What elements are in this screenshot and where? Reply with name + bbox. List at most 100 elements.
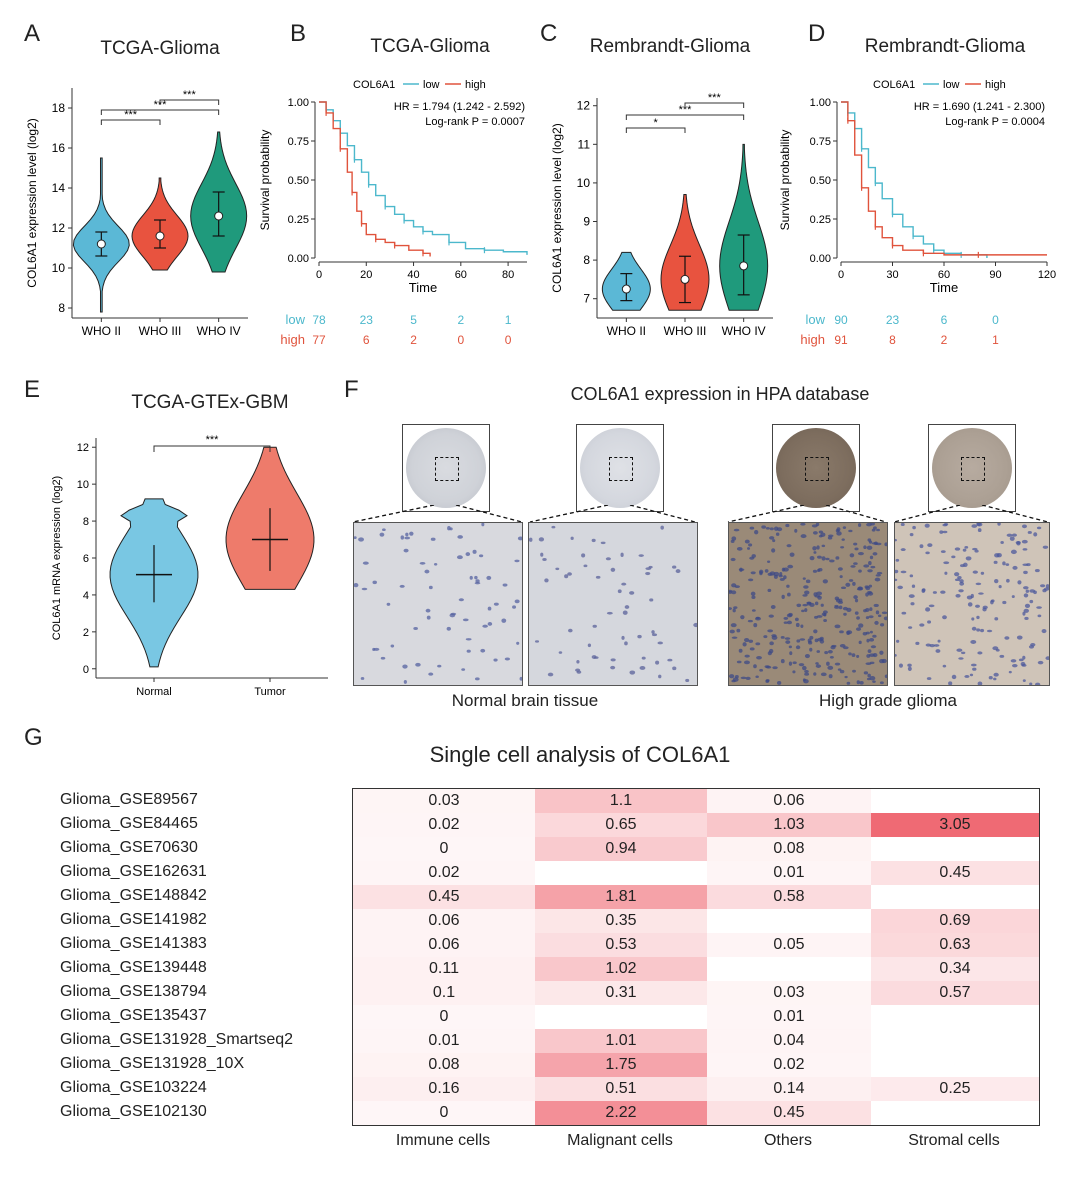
cell-nucleus (622, 610, 628, 615)
cell-nucleus (865, 586, 871, 591)
cell-nucleus (759, 569, 764, 574)
cell-nucleus (787, 564, 794, 569)
x-tick-label: WHO IV (197, 324, 241, 338)
x-tick-label: 30 (886, 269, 898, 281)
panel-a-title: TCGA-Glioma (100, 38, 220, 59)
cell-nucleus (1023, 570, 1028, 575)
y-tick-label: 12 (52, 221, 66, 235)
heatmap-cell: 0.58 (707, 885, 871, 909)
median-dot (621, 284, 631, 294)
cell-nucleus (466, 649, 471, 653)
cell-nucleus (872, 552, 878, 556)
cell-nucleus (804, 654, 810, 659)
cell-nucleus (780, 635, 785, 639)
cell-nucleus (880, 623, 885, 627)
y-tick-label: 2 (83, 627, 89, 639)
cell-nucleus (763, 635, 768, 639)
heatmap-row-label: Glioma_GSE84465 (60, 815, 198, 832)
cell-nucleus (875, 574, 881, 577)
cell-nucleus (942, 530, 948, 534)
significance-label: *** (206, 434, 220, 446)
cell-nucleus (605, 557, 611, 561)
cell-nucleus (802, 603, 808, 607)
cell-nucleus (783, 617, 789, 620)
cell-nucleus (846, 630, 850, 636)
cell-nucleus (540, 552, 544, 557)
heatmap-row-label: Glioma_GSE138794 (60, 983, 207, 1000)
y-tick-label: 10 (577, 176, 591, 190)
cell-nucleus (792, 661, 797, 665)
cell-nucleus (382, 528, 386, 531)
cell-nucleus (685, 678, 690, 683)
cell-nucleus (821, 544, 826, 548)
risk-count-low: 78 (312, 313, 326, 327)
cell-nucleus (482, 624, 488, 628)
cell-nucleus (461, 668, 466, 671)
cell-nucleus (821, 556, 826, 561)
cell-nucleus (755, 642, 761, 646)
cell-nucleus (776, 680, 782, 685)
cell-nucleus (848, 529, 853, 533)
x-tick-label: 0 (838, 269, 844, 281)
heatmap-cell: 0.25 (871, 1077, 1039, 1101)
cell-nucleus (400, 535, 405, 540)
cell-nucleus (413, 627, 418, 630)
cell-nucleus (493, 658, 498, 662)
cell-nucleus (842, 526, 847, 530)
cell-nucleus (1022, 655, 1026, 660)
cell-nucleus (781, 567, 786, 572)
cell-nucleus (845, 582, 851, 587)
cell-nucleus (801, 609, 805, 613)
cell-nucleus (876, 571, 883, 575)
cell-nucleus (743, 660, 750, 665)
cell-nucleus (881, 658, 887, 664)
cell-nucleus (788, 645, 792, 649)
cell-nucleus (773, 571, 780, 577)
cell-nucleus (834, 662, 841, 666)
cell-nucleus (850, 565, 856, 568)
cell-nucleus (933, 644, 940, 647)
cell-nucleus (792, 670, 796, 674)
heatmap-column-label: Immune cells (395, 1132, 491, 1149)
cell-nucleus (834, 604, 839, 608)
cell-nucleus (852, 669, 856, 673)
heatmap-cell: 2.22 (535, 1101, 707, 1125)
cell-nucleus (813, 551, 817, 554)
cell-nucleus (1016, 635, 1023, 640)
cell-nucleus (765, 679, 770, 683)
cell-nucleus (813, 672, 817, 676)
cell-nucleus (817, 555, 822, 559)
cell-nucleus (895, 578, 898, 582)
y-tick-label: 9 (583, 215, 590, 229)
cell-nucleus (576, 659, 580, 664)
cell-nucleus (1008, 670, 1012, 674)
cell-nucleus (820, 672, 827, 677)
km-curve-low (319, 101, 528, 255)
zoom-region-box (435, 457, 459, 481)
heatmap-cell: 0.01 (707, 1005, 871, 1029)
panel-letter-c: C (540, 20, 558, 47)
cell-nucleus (767, 588, 772, 593)
cell-nucleus (1021, 539, 1028, 544)
y-axis-label: COL6A1 expression level (log2) (25, 118, 39, 287)
cell-nucleus (964, 675, 970, 678)
cell-nucleus (972, 570, 978, 574)
heatmap-cell (535, 1005, 707, 1029)
cell-nucleus (446, 626, 451, 631)
cell-nucleus (486, 575, 492, 580)
cell-nucleus (748, 578, 754, 582)
cell-nucleus (629, 591, 635, 595)
panel-letter-a: A (24, 20, 41, 47)
cell-nucleus (772, 539, 776, 543)
cell-nucleus (769, 527, 774, 531)
heatmap-cell: 0.03 (707, 981, 871, 1005)
x-axis-label: Time (930, 280, 958, 295)
cell-nucleus (954, 572, 960, 577)
cell-nucleus (879, 650, 884, 655)
cell-nucleus (747, 547, 751, 550)
cell-nucleus (610, 665, 616, 670)
x-tick-label: WHO II (82, 324, 121, 338)
cell-nucleus (963, 562, 968, 567)
zoom-region-box (961, 457, 985, 481)
cell-nucleus (897, 585, 903, 590)
